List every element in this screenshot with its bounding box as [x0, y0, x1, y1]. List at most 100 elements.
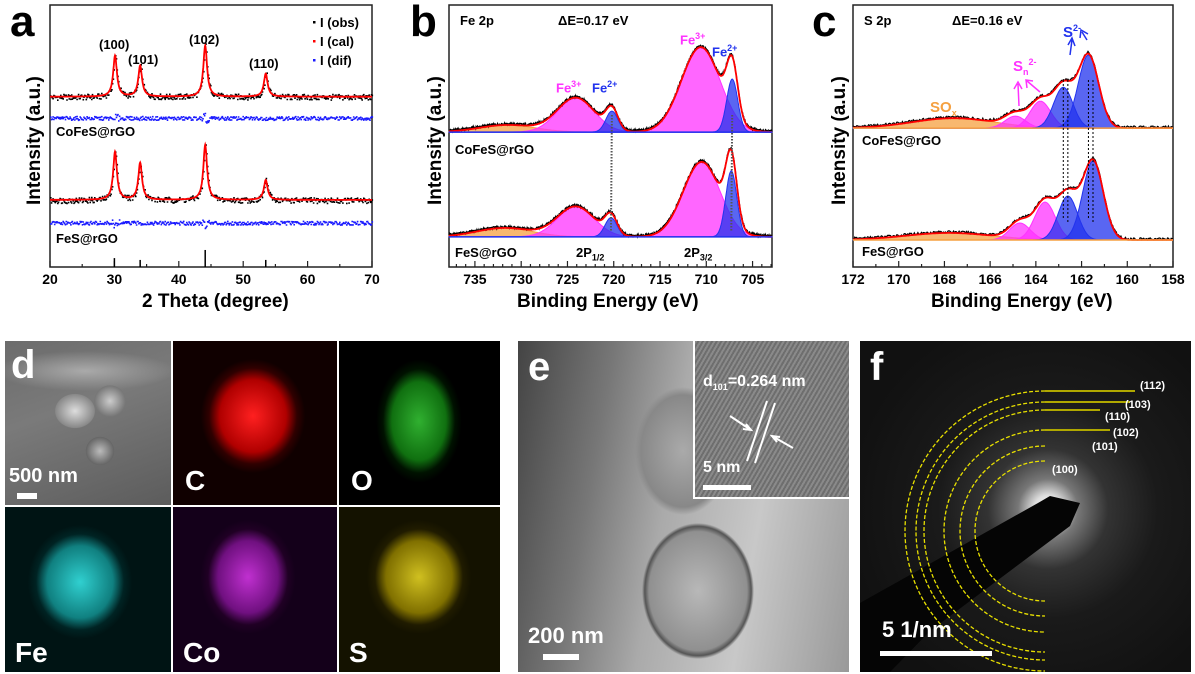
c-sox-text: SO	[930, 99, 952, 116]
c-x-tick-label: 168	[933, 271, 957, 287]
a-xlabel: 2 Theta (degree)	[142, 291, 289, 312]
saed-ring-5	[974, 460, 1046, 602]
saed-image: (112) (103) (110) (102) (101) (100) f 5 1/nm	[860, 341, 1191, 672]
panel-label-c: c	[812, 0, 837, 46]
arrow-right-icon	[729, 415, 754, 432]
a-hkl-101: (101)	[128, 52, 159, 67]
panel-label-e: e	[528, 345, 551, 389]
a-legend-marker-0	[313, 21, 316, 24]
lattice-marker	[729, 400, 794, 464]
panel-label-f: f	[870, 345, 884, 389]
saed-ring-label-0: (112)	[1140, 380, 1165, 392]
c-xlabel: Binding Energy (eV)	[931, 291, 1113, 312]
c-delta-e: ΔE=0.16 eV	[952, 13, 1023, 28]
a-legend-obs: I (obs)	[320, 15, 359, 30]
a-dif-points-0	[50, 112, 374, 124]
b-x-tick-label: 715	[648, 271, 672, 287]
c-title: S 2p	[864, 13, 892, 28]
panel-label-a: a	[10, 0, 35, 46]
saed-ring-3	[943, 429, 1046, 633]
arrow-left-icon	[769, 434, 794, 449]
a-dif-points-1	[50, 219, 374, 230]
saed-ring-label-4: (101)	[1092, 441, 1118, 453]
map-o: O	[339, 341, 500, 505]
b-fe2-text: Fe	[712, 44, 728, 60]
c-x-tick-label: 170	[887, 271, 911, 287]
saed-ring-2	[923, 409, 1046, 653]
b-2p12-text: 2P	[576, 245, 592, 260]
saed-ring-label-5: (100)	[1052, 464, 1078, 476]
c-sn-label: Sn2-	[1013, 58, 1037, 77]
c-ylabel: Intensity (a.u.)	[829, 76, 850, 205]
map-co: Co	[173, 507, 337, 672]
f-scale-label: 5 1/nm	[882, 617, 952, 642]
a-x-tick-label: 30	[107, 271, 123, 287]
c-sn-sup: 2-	[1028, 57, 1037, 67]
a-cal-line-1	[50, 141, 372, 201]
b-2p12-label: 2P1/2	[576, 246, 604, 263]
e-scale-bar	[543, 654, 579, 660]
b-sample-fes: FeS@rGO	[455, 245, 517, 260]
map-o-label: O	[351, 465, 373, 496]
b-2p32-text: 2P	[684, 245, 700, 260]
c-sn-sub: n	[1023, 67, 1029, 77]
b-fe2-label-2p32: Fe2+	[712, 43, 738, 60]
b-fe2-text: Fe	[592, 80, 608, 96]
beam-stop	[860, 496, 1080, 672]
map-s-label: S	[349, 637, 368, 668]
d-spacing-label: d101=0.264 nm	[703, 373, 806, 392]
charts-canvas: 20 30 40 50 60 70 735 730 725 720 715 710 705 172 170 1…	[42, 4, 1185, 287]
b-x-tick-label: 735	[463, 271, 487, 287]
b-fe3-label-2p32: Fe3+	[680, 32, 705, 47]
a-legend-marker-2	[313, 59, 316, 62]
c-envelope-1	[853, 158, 1173, 241]
c-s2-text: S	[1063, 24, 1074, 41]
map-fe: Fe	[5, 507, 171, 672]
map-fe-label: Fe	[15, 637, 48, 668]
a-legend-dif: I (dif)	[320, 53, 352, 68]
c-sn-arrows-icon	[1013, 79, 1041, 107]
a-x-tick-label: 40	[171, 271, 187, 287]
a-x-tick-label: 50	[235, 271, 251, 287]
saed-rings: (112) (103)(110) (102) (101) (100)	[860, 380, 1165, 672]
map-co-label: Co	[183, 637, 221, 668]
saed-ring-1	[915, 401, 1046, 661]
c-x-tick-label: 172	[841, 271, 865, 287]
e-scale-label: 200 nm	[528, 623, 604, 648]
saed-ring-label-2: (110)	[1105, 411, 1130, 423]
saed-ring-label-3: (102)	[1113, 427, 1139, 439]
inset-scale-label: 5 nm	[703, 459, 741, 476]
b-sample-cofes: CoFeS@rGO	[455, 142, 535, 157]
c-sample-fes: FeS@rGO	[862, 244, 924, 259]
c-x-tick-label: 162	[1070, 271, 1094, 287]
a-cal-line-0	[50, 42, 372, 98]
b-x-tick-label: 710	[695, 271, 719, 287]
a-x-tick-label: 60	[300, 271, 316, 287]
f-scale-bar	[880, 651, 992, 656]
c-sample-cofes: CoFeS@rGO	[862, 133, 942, 148]
d-scale-label: 500 nm	[9, 465, 78, 487]
panel-label-b: b	[410, 0, 437, 46]
b-fe3-text: Fe	[556, 80, 572, 96]
b-2p32-sub: 3/2	[699, 252, 713, 263]
a-x-tick-label: 70	[364, 271, 380, 287]
a-legend-cal: I (cal)	[320, 34, 354, 49]
b-xlabel: Binding Energy (eV)	[517, 291, 699, 312]
d-spacing-value: =0.264 nm	[727, 373, 806, 390]
hrtem-inset: d101=0.264 nm 5 nm	[693, 341, 849, 499]
d-spacing-sub: 101	[712, 382, 728, 393]
b-fe2-sup: 2+	[727, 43, 738, 53]
c-sn-text: S	[1013, 58, 1024, 75]
b-fe3-label-2p12: Fe3+	[556, 80, 581, 96]
b-envelope-1	[448, 148, 772, 238]
d-scale-bar	[17, 493, 37, 499]
inset-scale-bar	[703, 485, 751, 490]
a-hkl-110: (110)	[249, 56, 279, 71]
b-title: Fe 2p	[460, 13, 494, 28]
b-fe2-label-2p12: Fe2+	[592, 80, 617, 96]
b-x-tick-label: 705	[741, 271, 765, 287]
a-legend-marker-1	[313, 40, 316, 43]
b-envelope-0	[449, 46, 772, 133]
b-2p32-label: 2P3/2	[684, 246, 712, 263]
b-plot-frame	[448, 4, 773, 268]
